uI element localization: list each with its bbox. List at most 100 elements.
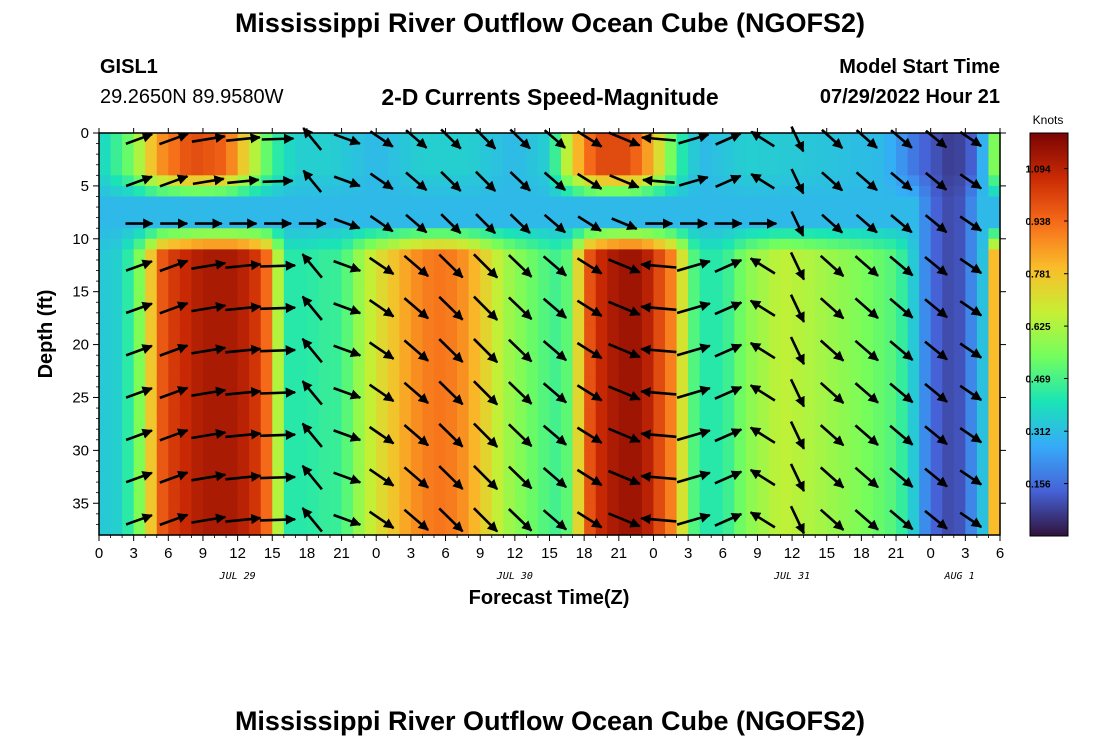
heatmap-cell — [330, 376, 343, 388]
x-tick-label: 21 — [888, 545, 905, 562]
heatmap-cell — [849, 429, 862, 441]
heatmap-cell — [803, 355, 816, 367]
heatmap-cell — [433, 482, 447, 494]
heatmap-cell — [156, 418, 169, 430]
current-vector — [889, 467, 914, 488]
heatmap-cell — [884, 397, 897, 409]
heatmap-cell — [364, 228, 377, 240]
heatmap-cell — [722, 460, 735, 473]
x-tick-label: 3 — [961, 545, 969, 562]
heatmap-cell — [122, 450, 135, 462]
heatmap-cell — [433, 513, 447, 526]
heatmap-cell — [942, 450, 955, 462]
heatmap-cell — [815, 302, 828, 314]
heatmap-cell — [688, 312, 701, 325]
heatmap-cell — [133, 323, 146, 335]
heatmap-cell — [387, 207, 400, 219]
heatmap-cell — [861, 270, 874, 282]
heatmap-cell — [249, 524, 262, 536]
heatmap-cell — [549, 270, 562, 282]
heatmap-cell — [480, 365, 493, 377]
heatmap-cell — [607, 207, 620, 219]
heatmap-cell — [803, 185, 816, 198]
heatmap-cell — [780, 164, 793, 176]
heatmap-cell — [399, 365, 412, 377]
heatmap-cell — [433, 196, 447, 208]
heatmap-cell — [491, 471, 504, 483]
heatmap-cell — [884, 154, 897, 166]
heatmap-cell — [364, 143, 377, 155]
heatmap-cell — [272, 365, 285, 377]
heatmap-cell — [884, 482, 897, 494]
heatmap-cell — [306, 323, 320, 335]
heatmap-cell — [410, 365, 424, 377]
current-vector — [924, 255, 948, 276]
heatmap-cell — [826, 143, 839, 155]
heatmap-cell — [907, 492, 920, 504]
heatmap-cell — [815, 291, 828, 303]
heatmap-cell — [295, 460, 308, 473]
heatmap-cell — [526, 302, 539, 314]
heatmap-cell — [803, 429, 816, 441]
heatmap-cell — [99, 259, 112, 272]
heatmap-cell — [572, 376, 585, 388]
heatmap-cell — [757, 334, 770, 346]
heatmap-cell — [988, 482, 1001, 494]
heatmap-cell — [965, 355, 978, 367]
heatmap-cell — [953, 334, 966, 346]
heatmap-cell — [838, 238, 851, 250]
heatmap-cell — [433, 439, 447, 451]
heatmap-cell — [260, 365, 273, 377]
heatmap-cell — [641, 185, 655, 198]
heatmap-cell — [237, 238, 250, 250]
heatmap-cell — [838, 207, 851, 219]
heatmap-cell — [780, 175, 793, 187]
heatmap-cell — [145, 312, 158, 325]
heatmap-cell — [665, 482, 678, 494]
heatmap-cell — [468, 143, 481, 155]
heatmap-cell — [792, 492, 805, 504]
heatmap-cell — [537, 143, 551, 155]
heatmap-cell — [468, 450, 481, 462]
heatmap-cell — [272, 228, 285, 240]
heatmap-cell — [896, 143, 909, 155]
heatmap-cell — [468, 164, 481, 176]
heatmap-cell — [156, 460, 169, 473]
heatmap-cell — [156, 334, 169, 346]
current-vector — [125, 132, 154, 146]
heatmap-cell — [884, 471, 897, 483]
heatmap-cell — [896, 460, 909, 473]
heatmap-cell — [156, 429, 169, 441]
heatmap-cell — [376, 291, 389, 303]
heatmap-cell — [191, 143, 204, 155]
heatmap-cell — [780, 513, 793, 526]
heatmap-cell — [630, 164, 643, 176]
heatmap-cell — [468, 217, 481, 229]
current-vector — [260, 345, 297, 356]
heatmap-cell — [884, 492, 897, 504]
heatmap-cell — [549, 408, 562, 420]
current-vector — [262, 175, 294, 187]
heatmap-cell — [641, 376, 655, 388]
heatmap-cell — [630, 524, 643, 536]
heatmap-cell — [399, 196, 412, 208]
heatmap-cell — [410, 524, 424, 536]
heatmap-cell — [503, 408, 516, 420]
heatmap-cell — [491, 344, 504, 356]
heatmap-cell — [711, 312, 724, 325]
heatmap-cell — [272, 482, 285, 494]
heatmap-cell — [745, 482, 759, 494]
heatmap-cell — [353, 450, 366, 462]
heatmap-cell — [630, 460, 643, 473]
heatmap-cell — [872, 312, 886, 325]
heatmap-cell — [353, 143, 366, 155]
current-vector — [301, 295, 323, 321]
heatmap-cell — [364, 207, 377, 219]
heatmap-cell — [734, 408, 747, 420]
heatmap-cell — [376, 492, 389, 504]
heatmap-cell — [353, 281, 366, 293]
heatmap-cell — [653, 334, 666, 346]
heatmap-cell — [849, 143, 862, 155]
heatmap-cell — [422, 450, 435, 462]
heatmap-cell — [526, 513, 539, 526]
